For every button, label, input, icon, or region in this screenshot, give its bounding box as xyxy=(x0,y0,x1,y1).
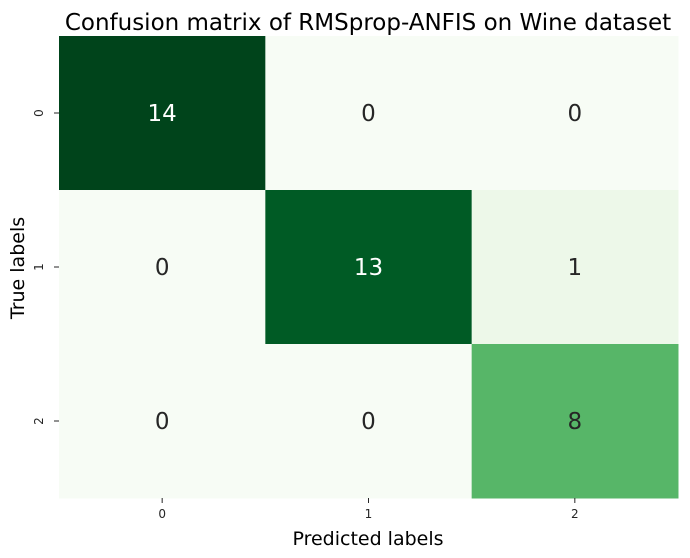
x-axis-ticks: 0 1 2 xyxy=(158,498,579,521)
y-tick-label-1: 1 xyxy=(32,263,46,271)
x-tick-label-2: 2 xyxy=(571,507,579,521)
cell-value-r2-c2: 8 xyxy=(568,409,583,435)
x-tick-label-0: 0 xyxy=(158,507,166,521)
heatmap-cells xyxy=(59,36,679,499)
cell-value-r1-c2: 1 xyxy=(568,255,583,281)
heatmap-cell-r2-c2 xyxy=(471,344,679,499)
y-tick-label-0: 0 xyxy=(32,109,46,117)
heatmap-cell-r2-c0 xyxy=(59,344,266,499)
cell-value-r0-c1: 0 xyxy=(361,101,376,127)
y-tick-label-2: 2 xyxy=(32,417,46,425)
heatmap-cell-r0-c2 xyxy=(471,36,679,191)
cell-value-r2-c1: 0 xyxy=(361,409,376,435)
x-axis-label: Predicted labels xyxy=(292,528,443,550)
heatmap-cell-r0-c1 xyxy=(265,36,473,191)
cell-value-r2-c0: 0 xyxy=(155,409,170,435)
heatmap-cell-r1-c0 xyxy=(59,190,266,345)
y-axis-label: True labels xyxy=(7,217,29,320)
cell-annotations: 14 0 0 0 13 1 0 0 8 xyxy=(148,101,583,435)
cell-value-r1-c0: 0 xyxy=(155,255,170,281)
heatmap-cell-r0-c0 xyxy=(59,36,266,191)
cell-value-r0-c2: 0 xyxy=(568,101,583,127)
cell-value-r1-c1: 13 xyxy=(354,255,383,281)
cell-value-r0-c0: 14 xyxy=(148,101,177,127)
heatmap-cell-r1-c2 xyxy=(471,190,679,345)
chart-title: Confusion matrix of RMSprop-ANFIS on Win… xyxy=(65,10,671,36)
heatmap-cell-r1-c1 xyxy=(265,190,473,345)
y-axis-ticks: 0 1 2 xyxy=(32,109,59,425)
heatmap-cell-r2-c1 xyxy=(265,344,473,499)
x-tick-label-1: 1 xyxy=(365,507,373,521)
